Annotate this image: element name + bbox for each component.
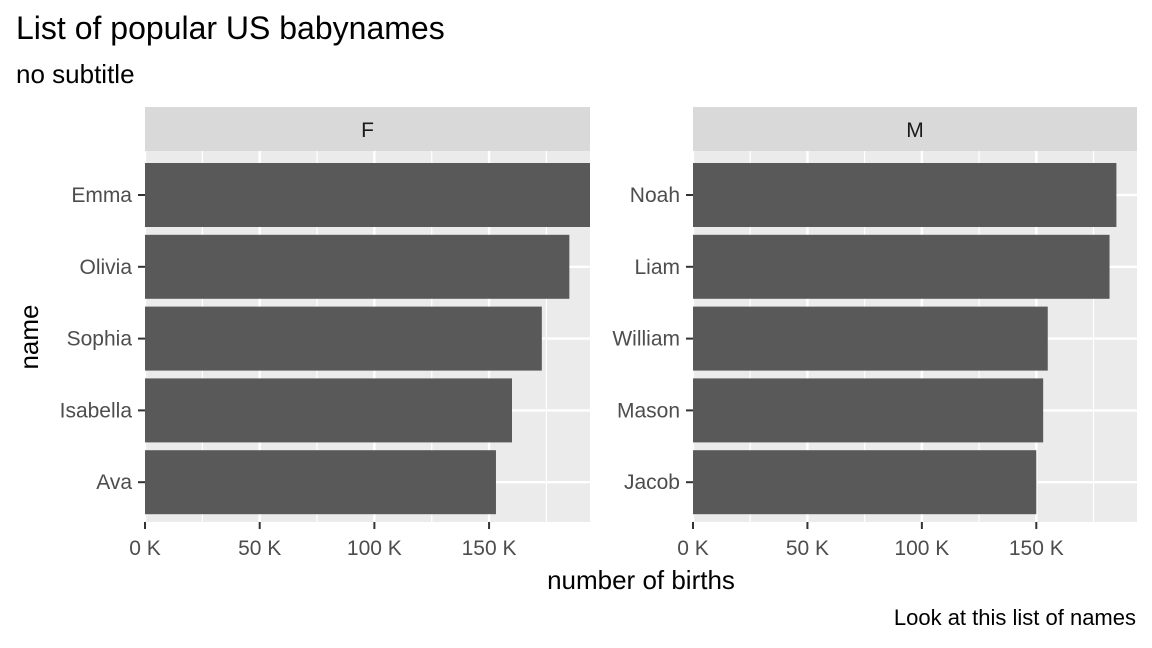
y-tick-label: Olivia (79, 256, 132, 279)
facet-label: M (906, 119, 924, 142)
bar-isabella (145, 378, 513, 443)
y-axis-title: name (14, 304, 44, 369)
bar-olivia (145, 234, 570, 299)
y-tick-label: Emma (71, 184, 132, 207)
chart-title: List of popular US babynames (16, 10, 445, 46)
bar-william (693, 306, 1048, 371)
chart-caption: Look at this list of names (893, 605, 1136, 630)
y-tick-label: Noah (630, 184, 680, 207)
bar-mason (693, 378, 1044, 443)
y-tick-label: Sophia (67, 328, 133, 351)
y-tick-label: Isabella (60, 399, 133, 422)
bar-ava (145, 450, 496, 515)
facet-label: F (361, 119, 374, 142)
x-tick-label: 0 K (677, 537, 709, 560)
bar-noah (693, 163, 1117, 227)
x-tick-label: 150 K (462, 537, 517, 560)
y-tick-label: Jacob (624, 471, 680, 494)
x-tick-label: 0 K (129, 537, 161, 560)
bar-sophia (145, 306, 542, 371)
bar-jacob (693, 450, 1037, 515)
bar-liam (693, 234, 1110, 299)
x-tick-label: 50 K (786, 537, 829, 560)
bar-emma (145, 163, 590, 227)
chart-subtitle: no subtitle (16, 59, 135, 89)
facet-strip (145, 107, 590, 151)
x-tick-label: 50 K (238, 537, 281, 560)
x-tick-label: 150 K (1009, 537, 1064, 560)
y-tick-label: William (612, 328, 680, 351)
x-tick-label: 100 K (347, 537, 402, 560)
facet-strip (693, 107, 1137, 151)
x-tick-label: 100 K (894, 537, 949, 560)
y-tick-label: Ava (96, 471, 132, 494)
x-axis-title: number of births (547, 565, 735, 595)
y-tick-label: Liam (634, 256, 680, 279)
y-tick-label: Mason (617, 399, 680, 422)
